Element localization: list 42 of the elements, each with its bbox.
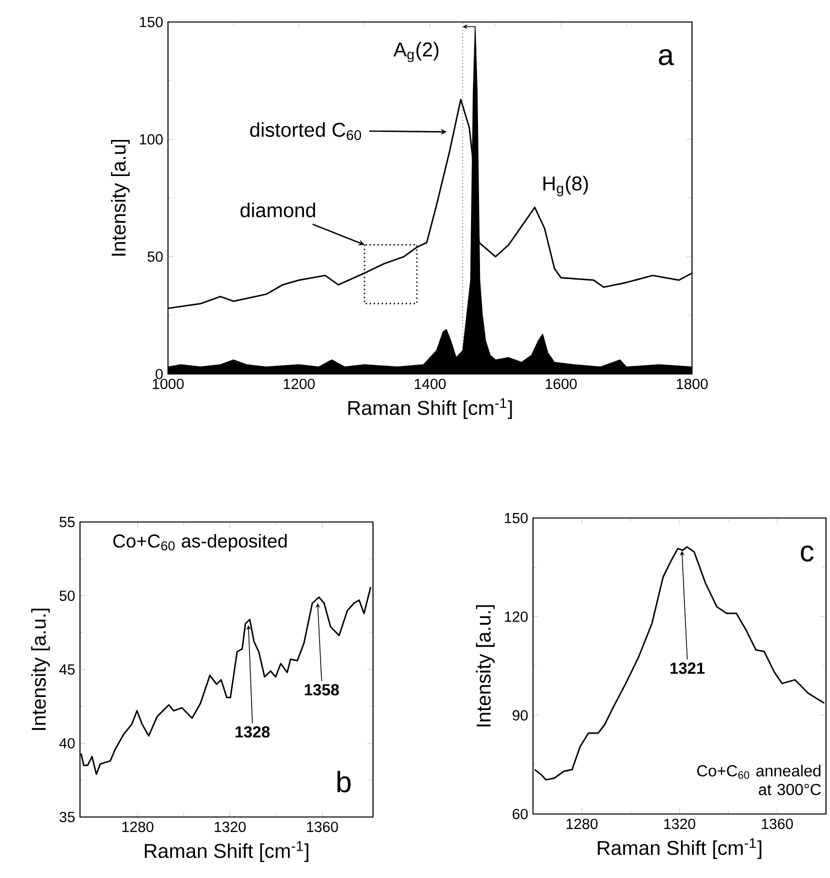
annotation: a xyxy=(658,49,674,66)
y-tick-label: 100 xyxy=(140,134,163,145)
x-tick-label: 1000 xyxy=(152,378,184,390)
annotation: Co+C$_{60}$ as-deposited xyxy=(113,534,287,552)
y-tick-label: 0 xyxy=(156,368,163,380)
x-tick-label: 1320 xyxy=(664,818,696,830)
annotation: diamond xyxy=(240,202,316,218)
x-tick-label: 1800 xyxy=(676,378,708,390)
x-axis-title: Raman Shift [cm$^{-1}$] xyxy=(348,398,512,419)
y-tick-label: 90 xyxy=(512,710,528,721)
annotation: c xyxy=(800,545,814,562)
y-axis-title: Intensity [a.u.] xyxy=(31,608,50,730)
annotation: Co+C$_{60}$ annealed at 300°C xyxy=(697,764,821,796)
x-tick-label: 1400 xyxy=(414,378,446,390)
y-tick-label: 120 xyxy=(504,611,528,622)
x-tick-label: 1360 xyxy=(762,818,793,830)
x-tick-label: 1320 xyxy=(214,822,246,832)
x-axis-title: Raman Shift [cm$^{-1}$] xyxy=(598,838,762,859)
annotation: H$_{g}$(8) xyxy=(543,176,588,196)
y-tick-label: 45 xyxy=(59,664,75,675)
x-tick-label: 1280 xyxy=(566,818,598,830)
y-tick-label: 50 xyxy=(148,251,163,262)
y-axis-title: Intensity [a.u] xyxy=(111,140,130,256)
x-tick-label: 1200 xyxy=(284,378,315,390)
annotation: 1328 xyxy=(236,726,270,738)
annotation: distorted C$_{60}$ xyxy=(250,122,362,140)
annotation: 1358 xyxy=(304,684,339,696)
y-tick-label: 55 xyxy=(60,516,75,528)
x-tick-label: 1600 xyxy=(546,378,577,390)
annotation: b xyxy=(337,770,351,792)
annotation: A$_{g}$(2) xyxy=(393,42,438,62)
annotation: 1321 xyxy=(670,662,705,674)
y-tick-label: 50 xyxy=(60,590,75,601)
y-tick-label: 40 xyxy=(59,738,75,748)
x-axis-title: Raman Shift [cm$^{-1}$] xyxy=(144,841,308,862)
y-tick-label: 60 xyxy=(512,808,528,820)
x-tick-label: 1280 xyxy=(122,822,154,832)
y-tick-label: 150 xyxy=(140,16,163,28)
y-axis-title: Intensity [a.u.] xyxy=(476,605,495,726)
y-tick-label: 35 xyxy=(60,812,75,822)
y-tick-label: 150 xyxy=(504,512,528,524)
x-tick-label: 1360 xyxy=(307,822,338,832)
